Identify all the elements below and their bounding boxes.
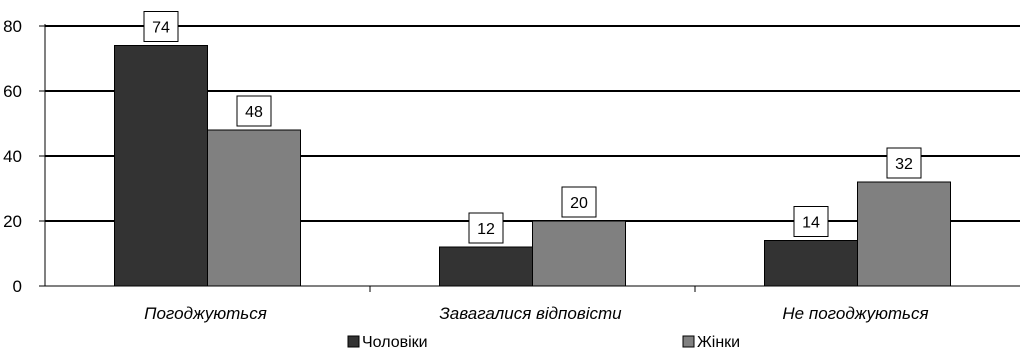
- data-label-box: [886, 147, 922, 179]
- y-tick-label: 60: [3, 82, 22, 101]
- x-category-label: Погоджуються: [144, 304, 267, 323]
- x-category-label: Завагалися відповісти: [439, 304, 622, 323]
- data-labels: 74 48 12 20 14 32: [143, 11, 922, 244]
- bar-men: [114, 45, 208, 287]
- data-label: 32: [895, 156, 913, 173]
- bar-women: [857, 181, 951, 287]
- data-label-box: [793, 206, 829, 237]
- y-tick-label: 20: [3, 212, 22, 231]
- y-tick-label: 40: [3, 147, 22, 166]
- y-tick-label: 0: [13, 277, 22, 296]
- legend-swatch: [682, 335, 695, 348]
- data-label-box: [468, 212, 504, 244]
- y-tick-label: 80: [3, 17, 22, 36]
- data-label-box: [143, 11, 179, 42]
- data-label-box: [236, 95, 272, 127]
- data-label-box: [561, 186, 597, 218]
- bar-men: [439, 246, 533, 287]
- bar-women: [207, 129, 301, 287]
- legend-label: Жінки: [697, 334, 740, 351]
- legend-label: Чоловіки: [362, 334, 428, 351]
- bar-women: [532, 220, 626, 287]
- legend: Чоловіки Жінки: [347, 334, 740, 351]
- data-label: 20: [570, 195, 588, 212]
- data-label: 74: [152, 20, 170, 37]
- data-label: 14: [802, 215, 820, 232]
- axes: 0 20 40 60 80 Погоджуються Завагалися відповіс…: [3, 17, 1020, 323]
- legend-swatch: [347, 335, 360, 348]
- bar-men: [764, 240, 858, 287]
- data-label: 12: [477, 221, 495, 238]
- bars: [114, 45, 951, 287]
- data-label: 48: [245, 104, 263, 121]
- x-category-label: Не погоджуються: [782, 304, 928, 323]
